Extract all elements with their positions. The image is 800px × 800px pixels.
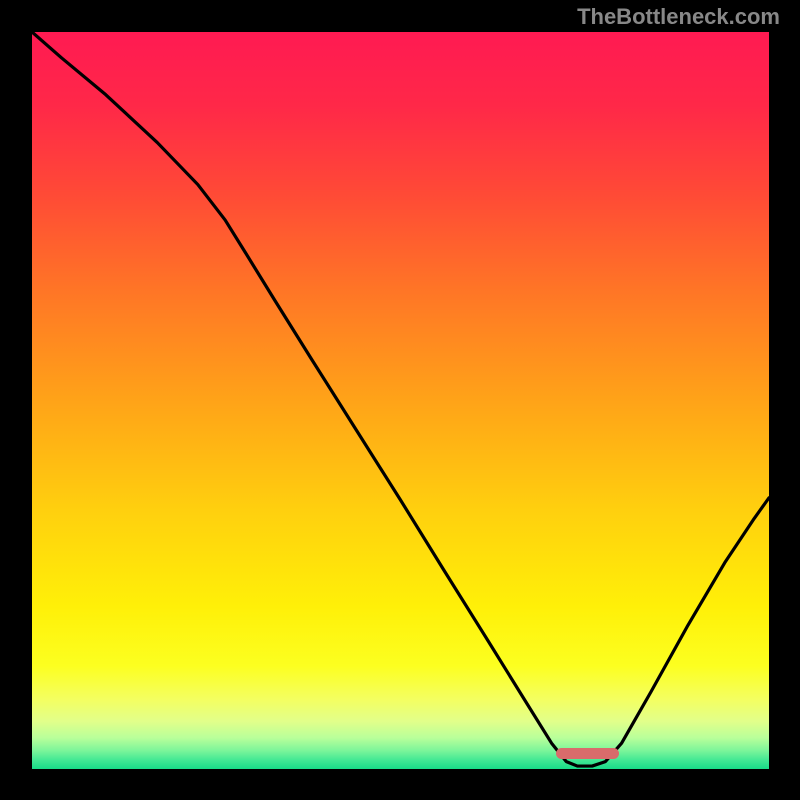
chart-container: TheBottleneck.com	[0, 0, 800, 800]
plot-area	[32, 32, 769, 769]
bottleneck-curve	[32, 32, 769, 769]
watermark-text: TheBottleneck.com	[577, 4, 780, 30]
sweet-spot-marker	[556, 748, 619, 760]
